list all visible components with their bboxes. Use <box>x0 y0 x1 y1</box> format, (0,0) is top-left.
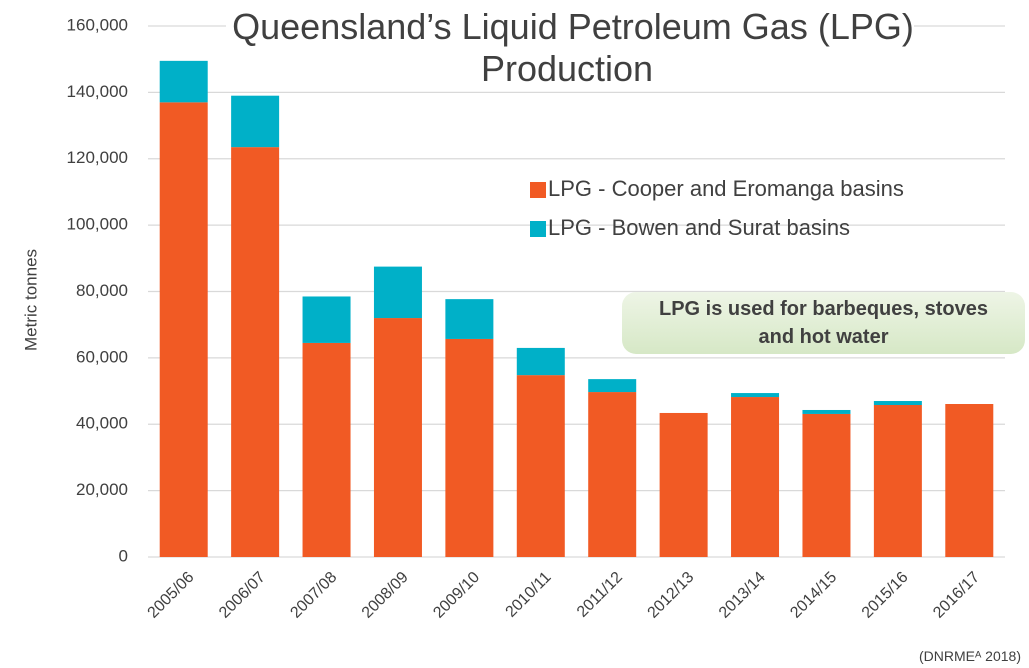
y-axis-label: Metric tonnes <box>21 249 40 351</box>
y-tick-label: 100,000 <box>67 215 128 234</box>
bar-segment <box>231 95 280 148</box>
y-tick-label: 40,000 <box>76 414 128 433</box>
x-tick-label: 2009/10 <box>430 569 483 622</box>
annotation-box: LPG is used for barbeques, stoves and ho… <box>622 292 1025 354</box>
legend-label: LPG - Cooper and Eromanga basins <box>548 176 904 201</box>
bar-segment <box>302 342 351 557</box>
y-tick-label: 140,000 <box>67 82 128 101</box>
bar-segment <box>873 401 922 406</box>
y-tick-label: 80,000 <box>76 281 128 300</box>
bar-segment <box>231 147 280 557</box>
bar-segment <box>731 397 780 557</box>
bar-segment <box>588 392 637 557</box>
x-tick-label: 2013/14 <box>716 569 769 622</box>
bar-segment <box>445 338 494 557</box>
bar-segment <box>802 413 851 557</box>
x-tick-label: 2005/06 <box>145 569 198 622</box>
bar-segment <box>659 412 708 557</box>
bar-segment <box>159 102 208 558</box>
x-tick-label: 2012/13 <box>645 569 698 622</box>
x-tick-label: 2010/11 <box>503 569 555 621</box>
y-tick-label: 160,000 <box>67 15 128 34</box>
annotation: LPG is used for barbeques, stoves and ho… <box>659 298 988 348</box>
y-tick-label: 0 <box>119 546 128 565</box>
chart-title-box: Queensland’s Liquid Petroleum Gas (LPG) … <box>150 6 990 90</box>
chart-title: Queensland’s Liquid Petroleum Gas (LPG) … <box>226 6 914 89</box>
bar-segment <box>373 318 422 557</box>
legend-swatch <box>530 221 546 237</box>
bar-segment <box>802 409 851 414</box>
x-tick-label: 2008/09 <box>359 569 412 622</box>
bar-segment <box>445 299 494 339</box>
y-tick-label: 60,000 <box>76 347 128 366</box>
legend-swatch <box>530 182 546 198</box>
bar-segment <box>159 60 208 103</box>
y-tick-label: 20,000 <box>76 480 128 499</box>
y-tick-label: 120,000 <box>67 148 128 167</box>
bar-segment <box>945 404 994 557</box>
bar-segment <box>516 375 565 557</box>
bar-segment <box>373 266 422 319</box>
x-tick-label: 2006/07 <box>216 569 269 622</box>
legend-label: LPG - Bowen and Surat basins <box>548 215 850 240</box>
x-tick-label: 2015/16 <box>859 569 912 622</box>
bar-segment <box>731 393 780 398</box>
bar-segment <box>588 379 637 393</box>
x-tick-label: 2016/17 <box>930 569 983 622</box>
bar-segment <box>302 296 351 343</box>
x-tick-label: 2011/12 <box>574 569 626 621</box>
x-tick-label: 2014/15 <box>787 569 840 622</box>
x-tick-label: 2007/08 <box>287 569 340 622</box>
bar-segment <box>873 405 922 557</box>
source: (DNRMEᴬ 2018) <box>918 648 1021 664</box>
bar-segment <box>516 347 565 376</box>
